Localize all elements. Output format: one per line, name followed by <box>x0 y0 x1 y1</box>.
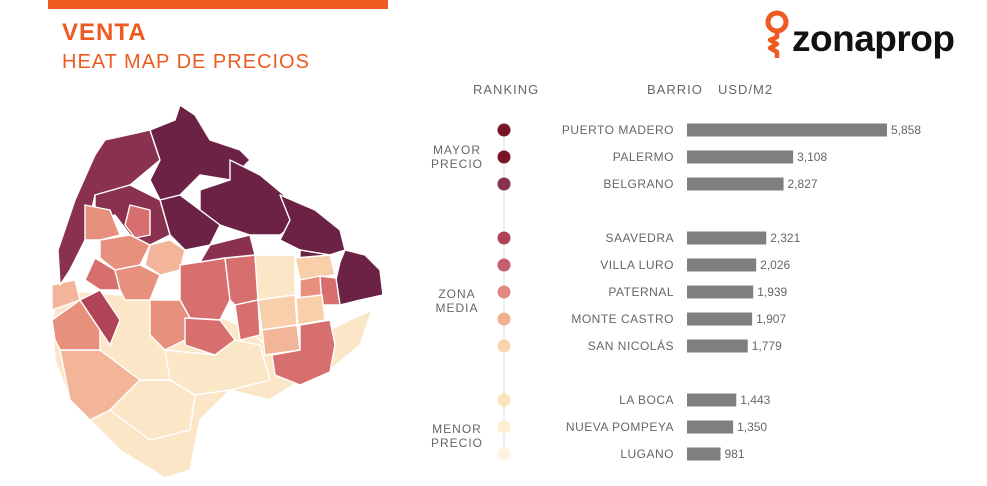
value-label: 1,443 <box>740 393 770 407</box>
group-label-high-line1: MAYOR <box>432 143 482 157</box>
category-label: SAN NICOLÁS <box>588 338 674 353</box>
map-region-mid-5 <box>84 257 121 291</box>
value-label: 3,108 <box>797 150 827 164</box>
group-label-high-line2: PRECIO <box>430 157 483 171</box>
map-region-mid-10 <box>234 299 261 341</box>
bar <box>687 339 748 353</box>
ranking-dot <box>497 312 511 326</box>
category-label: SAAVEDRA <box>606 231 674 245</box>
map-region-mid-11 <box>199 234 256 263</box>
group-label-low-line2: PRECIO <box>430 436 483 450</box>
ranking-dot <box>497 177 511 191</box>
zonaprop-logo: zonaprop <box>764 8 984 66</box>
map-region-villa-urquiza <box>159 194 221 251</box>
accent-bar <box>48 0 388 9</box>
group-label-mid: ZONA MEDIA <box>428 287 486 315</box>
bar <box>687 312 753 326</box>
category-label: MONTE CASTRO <box>571 312 674 326</box>
value-label: 2,827 <box>788 177 818 191</box>
value-label: 1,350 <box>737 420 767 434</box>
ranking-dot <box>497 447 511 461</box>
bar <box>687 177 784 191</box>
ranking-dot <box>497 393 511 407</box>
map-region-southwest-edge <box>109 379 196 441</box>
group-label-mid-line1: ZONA <box>438 287 476 301</box>
value-label: 5,858 <box>891 123 921 137</box>
map-region-center-4 <box>294 254 336 281</box>
value-label: 2,026 <box>760 258 790 272</box>
bar <box>687 420 734 434</box>
bar <box>687 150 794 164</box>
value-label: 1,939 <box>757 285 787 299</box>
category-label: LUGANO <box>620 447 674 461</box>
category-label: BELGRANO <box>603 177 674 191</box>
map-region-la-boca <box>271 319 336 386</box>
pin-icon <box>765 10 789 58</box>
map-region-mid-3 <box>124 204 151 239</box>
brand-name: zonaprop <box>792 18 955 59</box>
bar <box>687 258 757 272</box>
bar <box>687 123 887 137</box>
value-label: 2,321 <box>770 231 800 245</box>
value-label: 1,779 <box>752 339 782 353</box>
category-label: PALERMO <box>613 150 674 164</box>
map-region-mid-2 <box>84 204 121 241</box>
ranking-dot <box>497 420 511 434</box>
heat-map <box>51 104 384 479</box>
map-region-puerto-madero <box>335 249 384 306</box>
category-label: PATERNAL <box>608 285 674 299</box>
bar <box>687 393 737 407</box>
barrio-header: BARRIO <box>647 82 703 97</box>
map-region-center-6 <box>295 294 326 326</box>
bar <box>687 285 754 299</box>
ranking-dot <box>497 339 511 353</box>
ranking-dot <box>497 258 511 272</box>
value-label: 981 <box>724 447 744 461</box>
group-label-mid-line2: MEDIA <box>435 301 479 315</box>
ranking-dot <box>497 231 511 245</box>
page-title: VENTA <box>62 19 147 46</box>
unit-header: USD/M2 <box>718 82 774 97</box>
category-label: NUEVA POMPEYA <box>566 420 674 434</box>
page-subtitle: HEAT MAP DE PRECIOS <box>62 51 310 73</box>
ranking-dot <box>497 123 511 137</box>
group-label-high: MAYOR PRECIO <box>428 143 486 171</box>
ranking-header: RANKING <box>473 82 540 97</box>
group-label-low: MENOR PRECIO <box>428 422 486 450</box>
category-label: LA BOCA <box>619 393 674 407</box>
category-label: VILLA LURO <box>600 258 674 272</box>
ranking-dot <box>497 285 511 299</box>
category-label: PUERTO MADERO <box>562 123 674 137</box>
group-label-low-line1: MENOR <box>432 422 482 436</box>
value-label: 1,907 <box>756 312 786 326</box>
bar <box>687 447 721 461</box>
map-region-west-3 <box>51 279 81 311</box>
bar <box>687 231 767 245</box>
map-region-west-2 <box>79 289 121 346</box>
ranking-dot <box>497 150 511 164</box>
